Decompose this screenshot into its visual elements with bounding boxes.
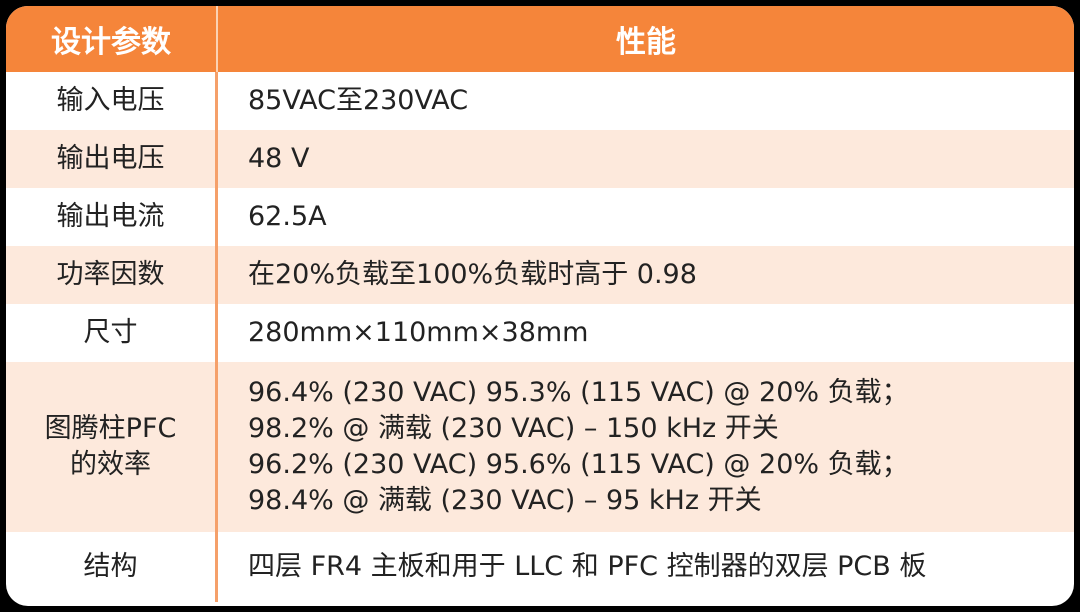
- table-cell: 四层 FR4 主板和用于 LLC 和 PFC 控制器的双层 PCB 板: [218, 532, 1074, 602]
- table-cell: 图腾柱PFC 的效率: [6, 362, 218, 532]
- cell-text: 280mm×110mm×38mm: [248, 317, 589, 348]
- table-cell: 尺寸: [6, 304, 218, 362]
- table-cell: 输出电压: [6, 130, 218, 188]
- header-row: 设计参数 性能: [6, 6, 1074, 72]
- cell-text: 48 V: [248, 143, 310, 174]
- table-cell: 输入电压: [6, 72, 218, 130]
- table-cell: 48 V: [218, 130, 1074, 188]
- cell-text: 四层 FR4 主板和用于 LLC 和 PFC 控制器的双层 PCB 板: [248, 551, 927, 582]
- table-cell: 62.5A: [218, 188, 1074, 246]
- table-row: 尺寸 280mm×110mm×38mm: [6, 304, 1074, 362]
- cell-text: 在20%负载至100%负载时高于 0.98: [248, 259, 697, 290]
- cell-text: 结构: [83, 551, 138, 582]
- cell-text: 图腾柱PFC: [44, 413, 177, 444]
- table: 设计参数 性能 输入电压 85VAC至230VAC 输出电压 48 V 输出电流 62.5…: [6, 6, 1074, 606]
- table-row: 输出电流 62.5A: [6, 188, 1074, 246]
- cell-text: 98.4% @ 满载 (230 VAC) – 95 kHz 开关: [248, 485, 762, 516]
- cell-text: 85VAC至230VAC: [248, 85, 469, 116]
- table-row: 输入电压 85VAC至230VAC: [6, 72, 1074, 130]
- table-cell: 96.4% (230 VAC) 95.3% (115 VAC) @ 20% 负载…: [218, 362, 1074, 532]
- cell-text: 输出电压: [56, 143, 165, 174]
- cell-text: 输入电压: [56, 85, 165, 116]
- table-cell: 输出电流: [6, 188, 218, 246]
- cell-text: 62.5A: [248, 201, 327, 232]
- table-cell: 功率因数: [6, 246, 218, 304]
- table-row: 结构 四层 FR4 主板和用于 LLC 和 PFC 控制器的双层 PCB 板: [6, 532, 1074, 602]
- table-row: 图腾柱PFC 的效率 96.4% (230 VAC) 95.3% (115 VAC)…: [6, 362, 1074, 532]
- cell-text: 98.2% @ 满载 (230 VAC) – 150 kHz 开关: [248, 413, 779, 444]
- table-cell: 280mm×110mm×38mm: [218, 304, 1074, 362]
- cell-text: 的效率: [70, 449, 151, 480]
- table-cell: 在20%负载至100%负载时高于 0.98: [218, 246, 1074, 304]
- cell-text: 尺寸: [83, 317, 138, 348]
- cell-text: 输出电流: [56, 201, 165, 232]
- header-cell: 性能: [616, 25, 676, 60]
- table-row: 输出电压 48 V: [6, 130, 1074, 188]
- cell-text: 96.4% (230 VAC) 95.3% (115 VAC) @ 20% 负载…: [248, 377, 909, 408]
- header-cell: 设计参数: [6, 6, 218, 72]
- cell-text: 96.2% (230 VAC) 95.6% (115 VAC) @ 20% 负载…: [248, 449, 909, 480]
- cell-text: 功率因数: [56, 259, 165, 290]
- table-cell: 结构: [6, 532, 218, 602]
- table-cell: 85VAC至230VAC: [218, 72, 1074, 130]
- table-row: 功率因数 在20%负载至100%负载时高于 0.98: [6, 246, 1074, 304]
